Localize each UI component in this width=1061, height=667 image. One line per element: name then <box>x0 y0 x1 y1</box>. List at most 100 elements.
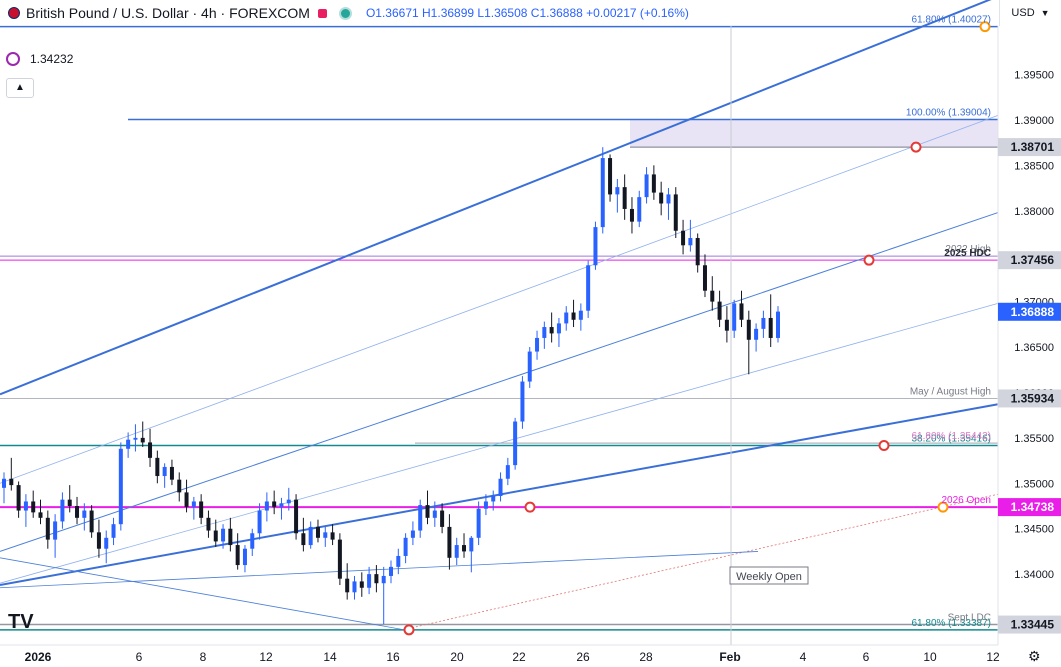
candle <box>169 459 174 486</box>
candles-layer <box>2 147 780 625</box>
candle <box>235 533 240 570</box>
candle-body <box>279 503 284 507</box>
weekly-open-annotation: Weekly Open <box>729 566 809 585</box>
candle <box>666 188 671 220</box>
market-closed-icon[interactable] <box>317 8 327 18</box>
resistance-marker <box>910 141 922 153</box>
candle <box>535 330 540 360</box>
candle-body <box>75 506 80 518</box>
candle-body <box>389 566 393 576</box>
candle-body <box>133 437 138 440</box>
open-2026-right-marker <box>937 501 949 513</box>
candle <box>622 174 627 220</box>
candle <box>257 503 262 540</box>
time-tick-label: 28 <box>639 650 653 664</box>
candle <box>520 376 525 429</box>
candle <box>644 167 649 204</box>
candle <box>250 528 255 556</box>
market-status-icon[interactable] <box>338 6 352 20</box>
candle <box>345 563 350 600</box>
price-tag-label: 1.34738 <box>1011 500 1055 514</box>
level-label: 100.00% (1.39004) <box>906 108 991 119</box>
candle-body <box>491 496 496 502</box>
candle-body <box>724 319 729 331</box>
candle-body <box>578 310 583 320</box>
candle-body <box>622 187 627 209</box>
candle <box>425 490 430 525</box>
price-tick-label: 1.39500 <box>1014 69 1054 81</box>
candle-body <box>23 501 28 511</box>
candle <box>761 310 766 338</box>
price-tag-box <box>998 498 1061 517</box>
candle-body <box>184 492 189 507</box>
price-tick-label: 1.39000 <box>1014 115 1054 127</box>
candle <box>162 463 167 488</box>
candle <box>67 485 72 513</box>
level-label: 61.80% (1.40027) <box>911 15 991 26</box>
candle <box>593 221 598 270</box>
candle <box>498 472 503 502</box>
candle-body <box>272 501 277 507</box>
collapse-legend-button[interactable]: ▲ <box>6 78 34 98</box>
candle <box>206 510 211 538</box>
candle <box>367 566 372 595</box>
candle <box>739 290 744 328</box>
candle-body <box>257 510 262 534</box>
candle-body <box>191 501 196 507</box>
candle <box>177 472 182 502</box>
candle <box>31 490 36 518</box>
candle <box>45 510 50 549</box>
candle-body <box>600 158 605 228</box>
candle-body <box>9 478 14 486</box>
candle <box>462 533 467 558</box>
candle-body <box>564 312 569 324</box>
candle-body <box>82 510 87 518</box>
candle-body <box>556 323 561 334</box>
candle-body <box>710 290 715 302</box>
candle-body <box>776 311 780 338</box>
time-tick-label: Feb <box>719 650 740 664</box>
candle <box>556 317 561 348</box>
candle-body <box>111 524 116 538</box>
gear-icon[interactable]: ⚙ <box>1028 648 1041 664</box>
candle <box>89 505 94 538</box>
candle <box>469 535 474 573</box>
symbol-title[interactable]: British Pound / U.S. Dollar · 4h · FOREX… <box>26 5 310 21</box>
price-tag: 1.38701 <box>998 138 1061 157</box>
candle <box>2 472 6 504</box>
candle <box>191 496 196 520</box>
candle <box>301 517 306 552</box>
channel-mid-line <box>0 212 999 552</box>
candle-body <box>140 437 145 443</box>
candle <box>213 519 218 547</box>
indicator-legend[interactable]: 1.34232 <box>6 52 73 66</box>
price-tag: 1.37456 <box>998 251 1061 270</box>
candle-body <box>629 208 634 222</box>
time-tick-label: 20 <box>450 650 464 664</box>
candle <box>352 575 357 600</box>
candle <box>396 548 401 575</box>
candle <box>286 487 291 511</box>
candle <box>16 481 21 518</box>
level-label: 61.80% (1.33387) <box>911 618 991 629</box>
candle <box>155 450 160 484</box>
ohlc-readout: O1.36671 H1.36899 L1.36508 C1.36888 +0.0… <box>365 6 689 20</box>
candle-body <box>199 501 204 518</box>
candle <box>389 560 393 584</box>
candle-body <box>330 532 335 540</box>
time-tick-label: 22 <box>512 650 526 664</box>
candle <box>418 499 423 538</box>
currency-selector[interactable]: USD ▼ <box>999 0 1061 26</box>
candle <box>242 545 247 573</box>
candle <box>38 499 43 525</box>
candle-body <box>294 499 299 534</box>
candle <box>264 492 269 522</box>
candle-body <box>118 448 123 525</box>
candle <box>323 526 328 547</box>
candle-body <box>396 555 401 567</box>
level-label: 2022 High <box>945 244 991 255</box>
candle-body <box>681 230 686 246</box>
candle-body <box>440 510 445 527</box>
candle-body <box>345 578 350 593</box>
